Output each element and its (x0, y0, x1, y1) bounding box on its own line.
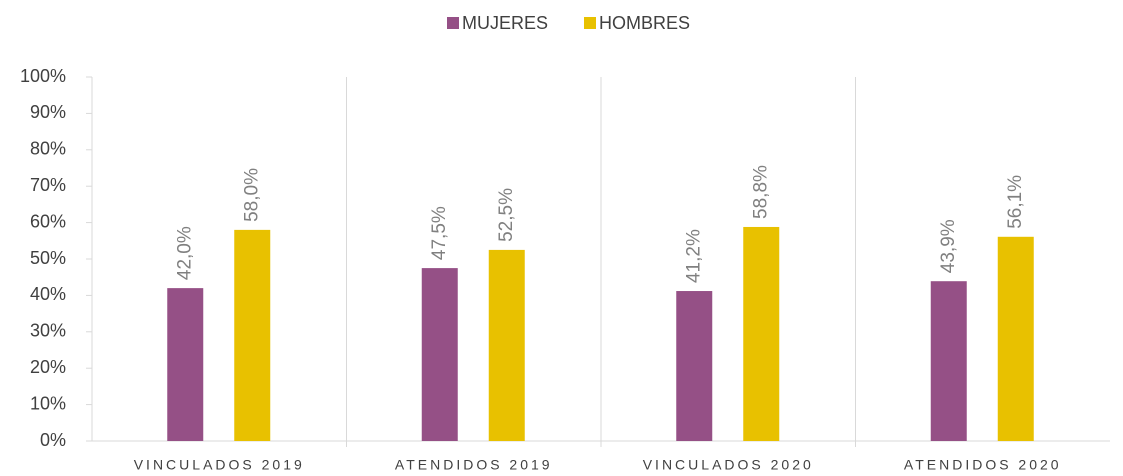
y-tick-label: 70% (30, 175, 66, 195)
legend-label: HOMBRES (599, 13, 690, 33)
bar (743, 226, 780, 441)
value-label: 43,9% (938, 219, 959, 273)
value-label: 56,1% (1005, 175, 1026, 229)
y-tick-label: 30% (30, 321, 66, 341)
y-tick-label: 20% (30, 357, 66, 377)
bar (930, 281, 967, 441)
legend-swatch (584, 17, 596, 29)
bar (488, 249, 525, 441)
x-tick-label: ATENDIDOS 2019 (395, 457, 553, 473)
bar (997, 236, 1034, 441)
bar (234, 229, 271, 441)
x-tick-label: VINCULADOS 2020 (643, 457, 814, 473)
bar (421, 268, 458, 441)
y-tick-label: 0% (40, 430, 66, 450)
x-tick-label: VINCULADOS 2019 (134, 457, 305, 473)
y-tick-label: 50% (30, 248, 66, 268)
legend-label: MUJERES (462, 13, 548, 33)
value-label: 42,0% (174, 226, 195, 280)
value-label: 41,2% (683, 229, 704, 283)
bar (167, 288, 204, 441)
y-tick-label: 40% (30, 284, 66, 304)
bar (676, 291, 713, 441)
y-tick-label: 90% (30, 102, 66, 122)
legend-swatch (447, 17, 459, 29)
value-label: 58,0% (241, 168, 262, 222)
y-tick-label: 60% (30, 211, 66, 231)
y-tick-label: 80% (30, 139, 66, 159)
y-tick-label: 100% (20, 66, 66, 86)
value-label: 52,5% (496, 188, 517, 242)
x-tick-label: ATENDIDOS 2020 (904, 457, 1062, 473)
value-label: 47,5% (429, 206, 450, 260)
y-tick-label: 10% (30, 393, 66, 413)
value-label: 58,8% (750, 165, 771, 219)
